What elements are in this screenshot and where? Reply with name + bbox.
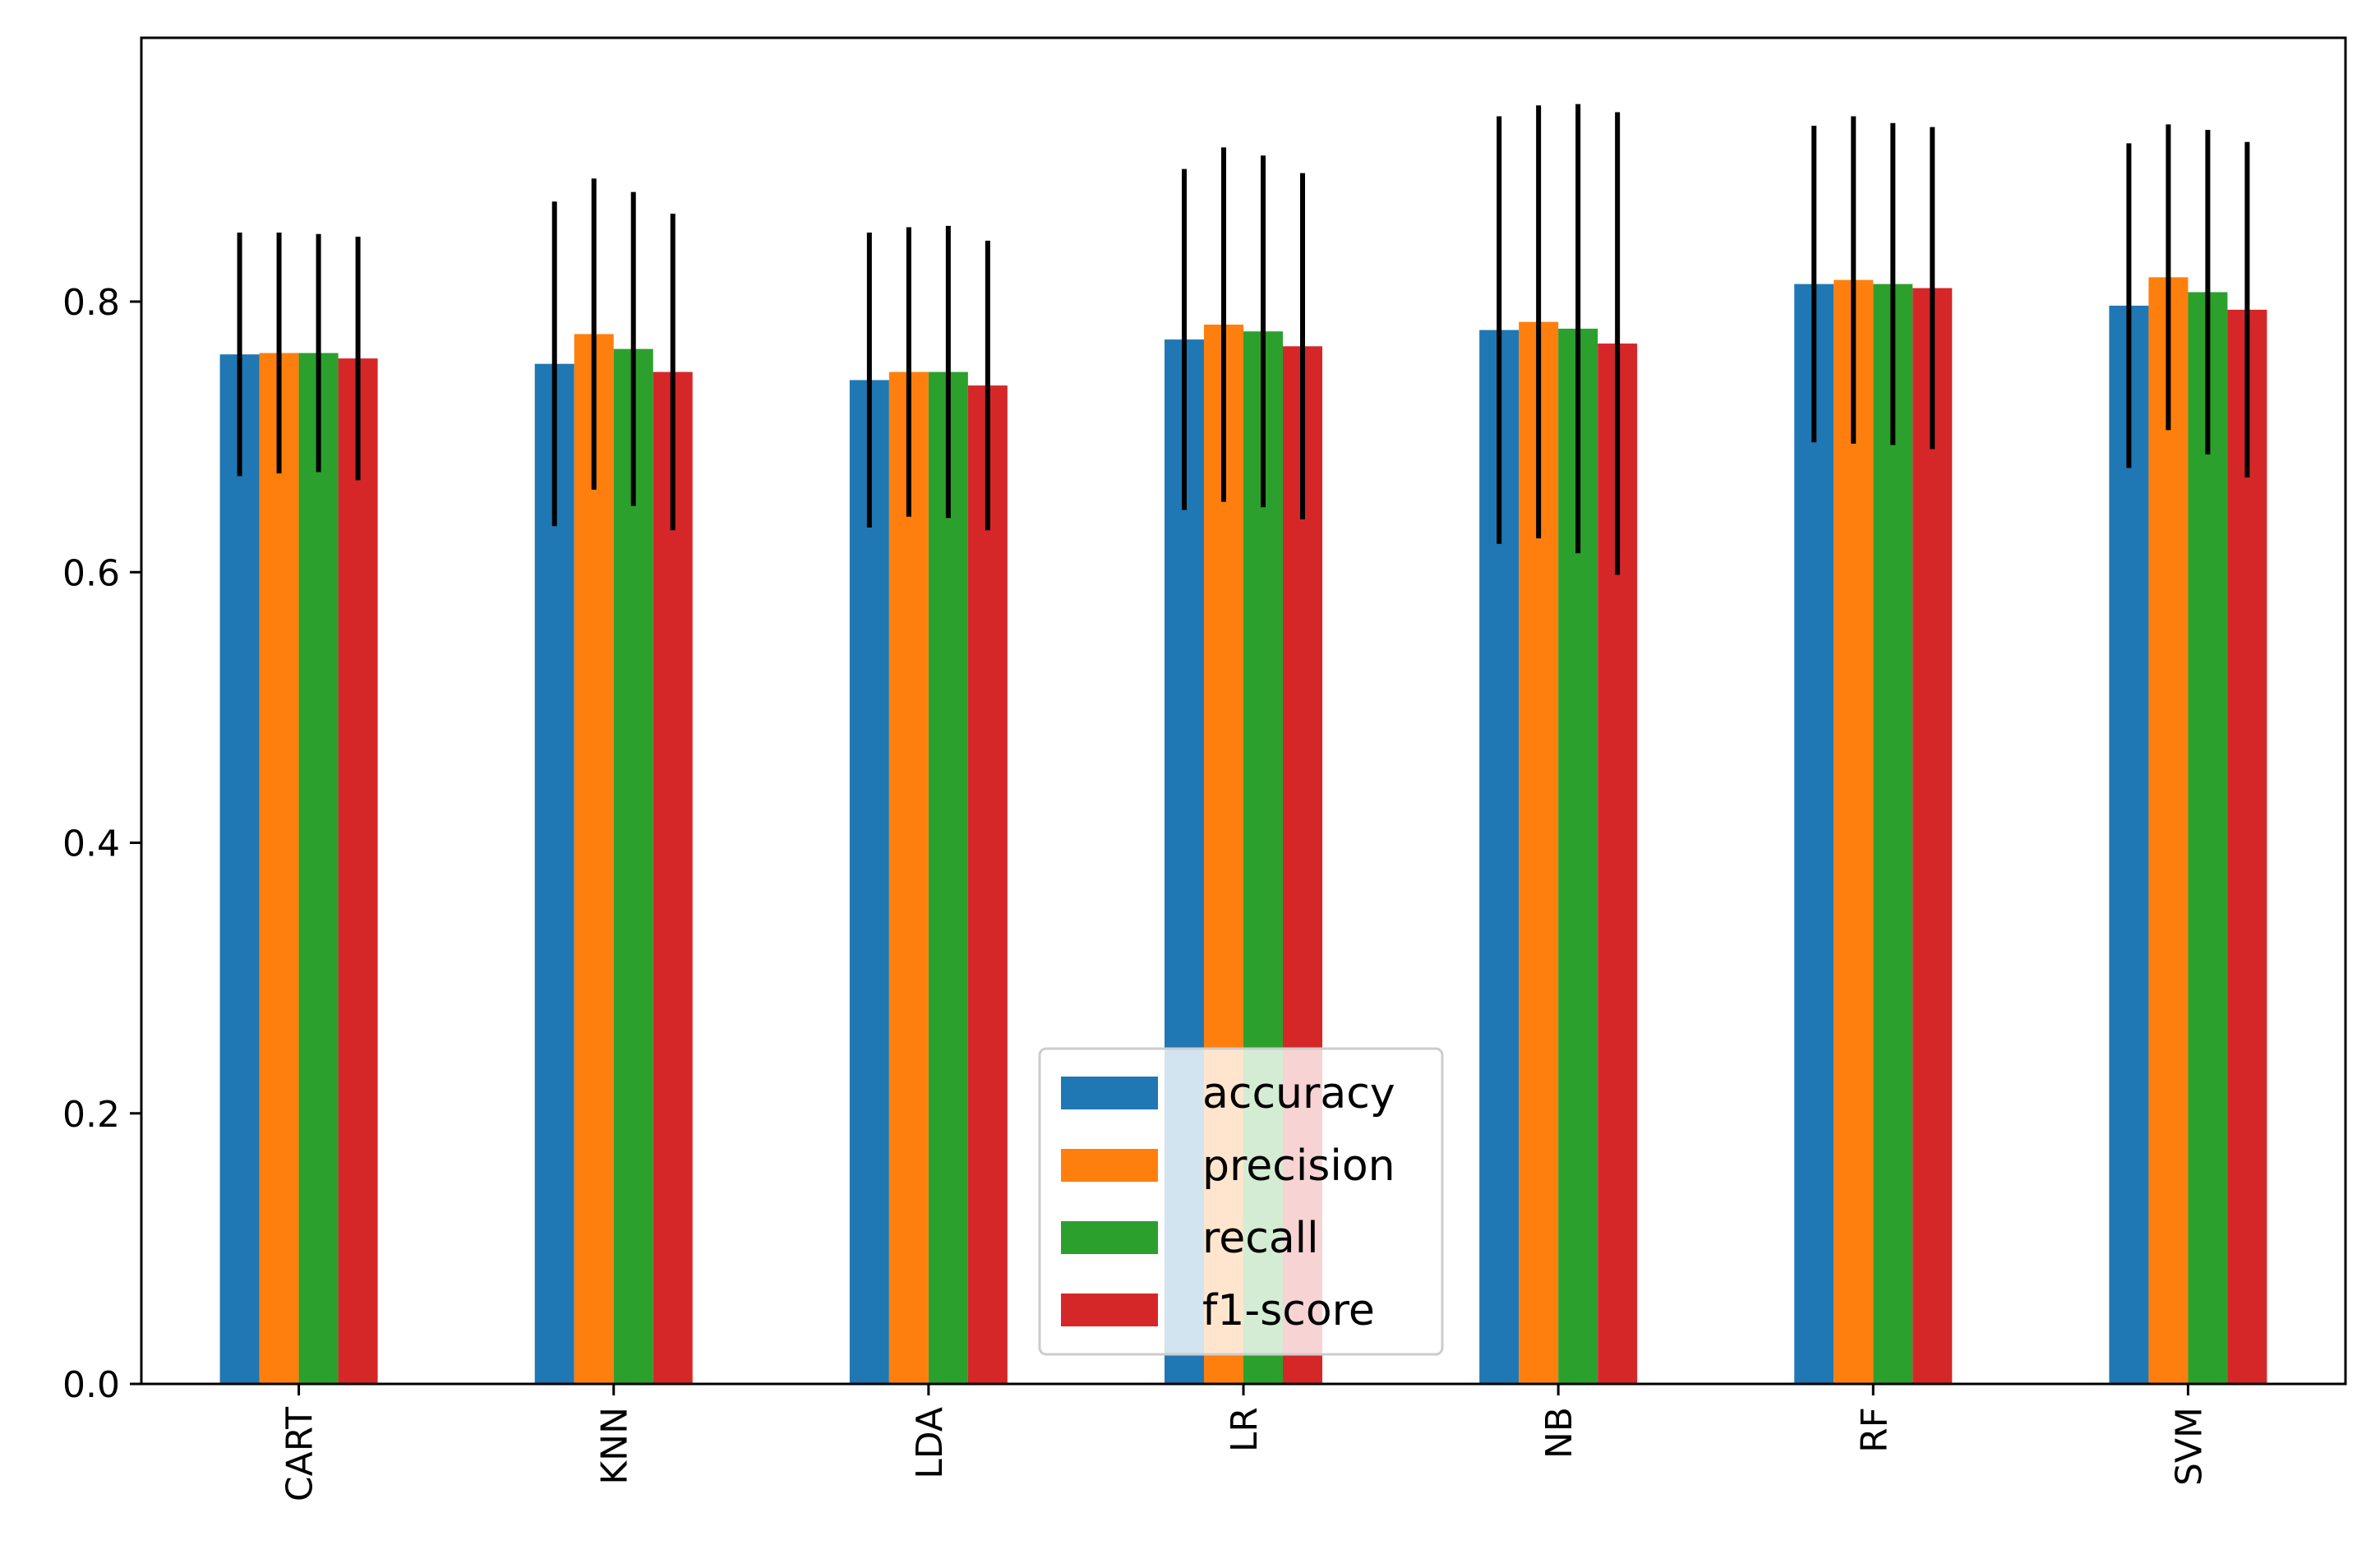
- bar-svm-recall: [2188, 292, 2228, 1384]
- y-axis: 0.0 0.2 0.4 0.6 0.8: [62, 282, 141, 1406]
- legend-label-f1-score: f1-score: [1202, 1286, 1375, 1335]
- bar-svm-accuracy: [2109, 305, 2149, 1385]
- x-tick-label: NB: [1538, 1407, 1580, 1459]
- bar-cart-recall: [298, 353, 339, 1384]
- legend-swatch-accuracy: [1061, 1077, 1158, 1109]
- bar-cart-precision: [259, 353, 299, 1384]
- bar-rf-accuracy: [1794, 284, 1834, 1385]
- bar-knn-accuracy: [534, 363, 574, 1384]
- x-tick-label: RF: [1853, 1407, 1895, 1453]
- y-tick-label: 0.6: [62, 552, 120, 594]
- legend-label-precision: precision: [1202, 1141, 1395, 1191]
- y-tick-label: 0.2: [62, 1094, 120, 1136]
- bar-svm-precision: [2148, 277, 2189, 1384]
- bar-rf-recall: [1873, 284, 1913, 1385]
- x-tick-label: LDA: [909, 1407, 951, 1479]
- legend-label-recall: recall: [1202, 1214, 1319, 1263]
- x-tick-label: KNN: [594, 1407, 636, 1485]
- errorbars-group: [237, 104, 2250, 575]
- x-tick-label: CART: [279, 1407, 321, 1501]
- bar-rf-f1-score: [1912, 288, 1953, 1385]
- legend-box: [1038, 1047, 1444, 1356]
- y-tick-label: 0.8: [62, 282, 120, 324]
- bar-knn-f1-score: [653, 371, 693, 1384]
- bar-cart-accuracy: [219, 354, 260, 1385]
- legend-label-accuracy: accuracy: [1202, 1069, 1395, 1118]
- x-axis: CART KNN LDA LR NB RF SVM: [279, 1384, 2210, 1501]
- legend-swatch-recall: [1061, 1221, 1158, 1254]
- bar-lda-f1-score: [967, 385, 1008, 1384]
- y-tick-label: 0.4: [62, 823, 120, 865]
- bar-lda-accuracy: [849, 380, 889, 1385]
- bar-lda-recall: [928, 371, 968, 1384]
- legend: accuracy precision recall f1-score: [1038, 1047, 1444, 1356]
- x-tick-label: SVM: [2168, 1407, 2210, 1486]
- bar-knn-precision: [574, 334, 614, 1384]
- legend-swatch-precision: [1061, 1149, 1158, 1182]
- bar-svm-f1-score: [2227, 309, 2267, 1384]
- x-tick-label: LR: [1224, 1407, 1266, 1452]
- bar-knn-recall: [613, 348, 653, 1384]
- bars-group: [219, 277, 2267, 1385]
- y-tick-label: 0.0: [62, 1364, 120, 1406]
- legend-swatch-f1-score: [1061, 1294, 1158, 1326]
- bar-cart-f1-score: [338, 358, 378, 1385]
- bar-lda-precision: [888, 371, 929, 1384]
- bar-rf-precision: [1833, 279, 1874, 1384]
